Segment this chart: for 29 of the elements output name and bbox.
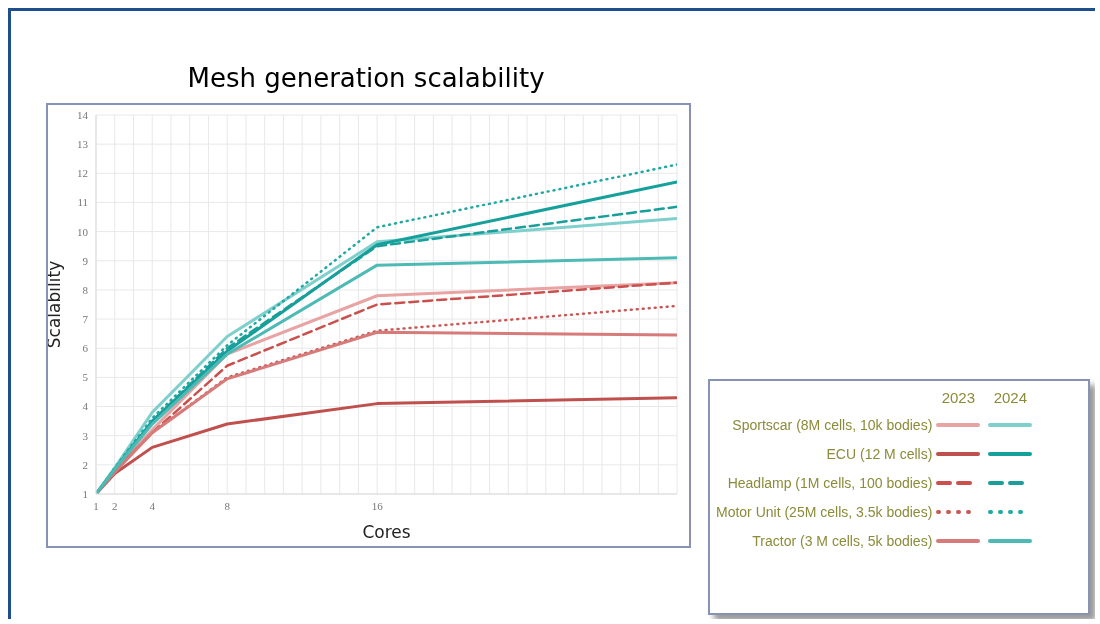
y-tick-label: 10 xyxy=(77,225,89,238)
x-tick-label: 8 xyxy=(224,499,231,512)
y-axis-title: Scalability xyxy=(44,260,65,349)
x-tick-label: 16 xyxy=(371,499,384,512)
legend-label: Motor Unit (25M cells, 3.5k bodies) xyxy=(716,504,933,520)
text: 2023 xyxy=(940,389,976,406)
y-tick-label: 11 xyxy=(77,196,88,209)
y-tick-label: 14 xyxy=(77,108,89,121)
y-tick-label: 2 xyxy=(82,458,88,471)
y-tick-label: 7 xyxy=(82,312,89,325)
x-axis-title: Cores xyxy=(362,522,411,542)
y-tick-label: 6 xyxy=(82,342,89,355)
y-tick-label: 9 xyxy=(82,254,89,267)
legend-label: Sportscar (8M cells, 10k bodies) xyxy=(731,417,933,433)
y-tick-label: 13 xyxy=(77,138,89,151)
y-tick-label: 8 xyxy=(82,283,89,296)
chart-title: Mesh generation scalability xyxy=(186,63,546,93)
x-tick-label: 4 xyxy=(149,499,156,512)
text: 2024 xyxy=(992,389,1028,406)
y-tick-label: 4 xyxy=(82,400,89,413)
x-tick-label: 2 xyxy=(111,499,118,512)
y-tick-label: 12 xyxy=(77,167,88,180)
y-tick-label: 1 xyxy=(82,487,88,500)
legend-label: ECU (12 M cells) xyxy=(825,446,933,462)
y-tick-label: 3 xyxy=(82,429,89,442)
x-tick-label: 1 xyxy=(93,499,99,512)
legend-label: Headlamp (1M cells, 100 bodies) xyxy=(726,475,933,491)
legend-label: Tractor (3 M cells, 5k bodies) xyxy=(751,533,933,549)
y-tick-label: 5 xyxy=(82,371,89,384)
